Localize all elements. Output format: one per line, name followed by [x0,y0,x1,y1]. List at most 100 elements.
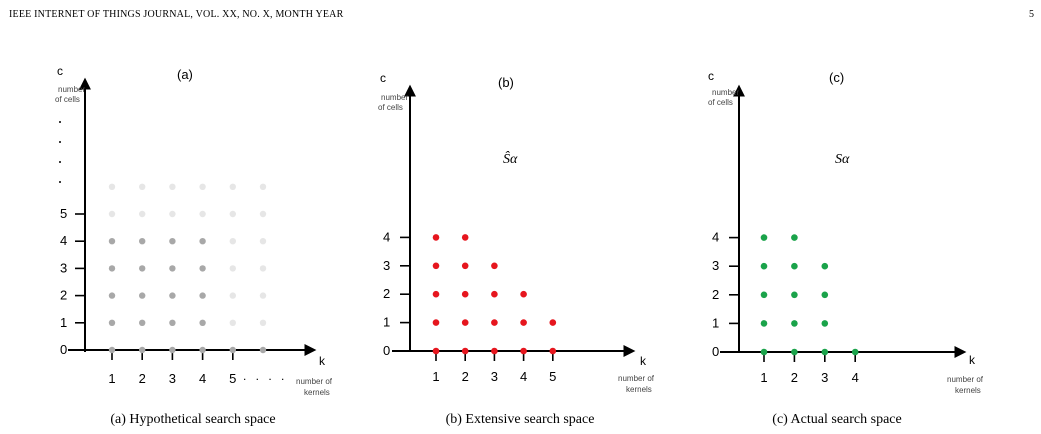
data-point [259,265,267,272]
caption-b: (b) Extensive search space [446,412,595,427]
x-tick-label: 3 [821,370,828,385]
data-point [108,346,116,354]
y-axis-desc: number [58,85,85,94]
y-axis-desc: of cells [378,103,403,112]
y-tick-label: 1 [712,315,719,330]
data-point [520,290,527,298]
y-axis-name: c [708,69,714,83]
x-axis-name: k [640,354,647,368]
data-point [199,183,206,190]
data-point [229,319,236,326]
data-point [549,319,557,326]
x-axis-desc: kernels [304,388,330,397]
data-point [760,291,768,299]
data-point [108,183,116,190]
data-point [461,319,469,326]
data-point [791,234,798,241]
data-point [760,348,768,356]
data-point [432,290,440,298]
data-point [169,265,176,272]
panel-c: (c) c number of cells k number of kernel… [708,69,984,395]
data-point [229,292,236,299]
y-axis-name: c [380,71,386,85]
data-point [760,320,768,327]
data-point [169,183,176,190]
data-point [169,319,176,326]
x-tick-label: 5 [549,369,556,384]
y-tick-label: 4 [712,230,719,245]
data-point [791,320,798,327]
y-axis-desc: number [712,88,739,97]
data-point [108,210,116,218]
data-point [760,234,768,241]
data-point [821,291,829,299]
data-point [108,319,116,326]
data-point [520,347,527,355]
data-point [139,292,146,299]
data-point [139,265,146,272]
y-tick-label: 2 [60,288,67,303]
y-tick-label: 1 [383,315,390,330]
set-label: Sα [835,152,850,167]
data-point [760,262,768,270]
data-point [791,262,798,270]
y-axis-desc: of cells [708,98,733,107]
data-point [229,265,236,272]
y-tick-label: 1 [60,315,67,330]
data-point [821,348,829,356]
data-point [139,346,146,354]
data-point [432,262,440,270]
data-point [229,238,236,245]
data-point [169,292,176,299]
set-label: Ŝα [503,150,518,167]
panel-tag: (c) [829,70,844,85]
x-tick-label: 3 [491,369,498,384]
x-tick-label: 2 [462,369,469,384]
data-point [259,346,267,354]
data-point [491,319,498,326]
data-point [199,238,206,245]
x-axis-name: k [319,354,326,368]
y-tick-label: 2 [712,287,719,302]
x-tick-label: 2 [791,370,798,385]
data-point [791,348,798,356]
data-point [821,320,829,327]
x-tick-label: 5 [229,371,236,386]
y-axis-desc: of cells [55,95,80,104]
data-point [108,238,116,245]
caption-c: (c) Actual search space [772,412,901,427]
panel-b: (b) c number of cells k number of kernel… [378,71,655,394]
page-number: 5 [1029,9,1034,20]
data-point [199,319,206,326]
y-axis-name: c [57,64,63,78]
data-point [199,265,206,272]
x-axis-desc: number of [947,375,984,384]
y-tick-label: 3 [60,260,67,275]
data-point [169,346,176,354]
y-tick-label: 5 [60,206,67,221]
x-tick-label: 4 [199,371,206,386]
data-point [199,210,206,218]
y-tick-label: 4 [383,229,390,244]
panel-tag: (b) [498,75,514,90]
y-tick-label: 2 [383,286,390,301]
data-point [199,346,206,354]
x-tick-label: 1 [432,369,439,384]
data-point [259,319,267,326]
y-tick-label: 0 [383,343,390,358]
data-point [432,319,440,326]
x-axis-desc: kernels [955,386,981,395]
y-axis-vertical-ellipsis [59,121,61,183]
data-point [259,292,267,299]
data-point [821,262,829,270]
y-tick-label: 3 [383,258,390,273]
data-point [491,262,498,270]
data-point [199,292,206,299]
x-axis-name: k [969,353,976,367]
data-point [461,347,469,355]
x-tick-label: 1 [760,370,767,385]
data-point [259,210,267,218]
data-point [139,183,146,190]
data-point [259,183,267,190]
data-point [491,347,498,355]
